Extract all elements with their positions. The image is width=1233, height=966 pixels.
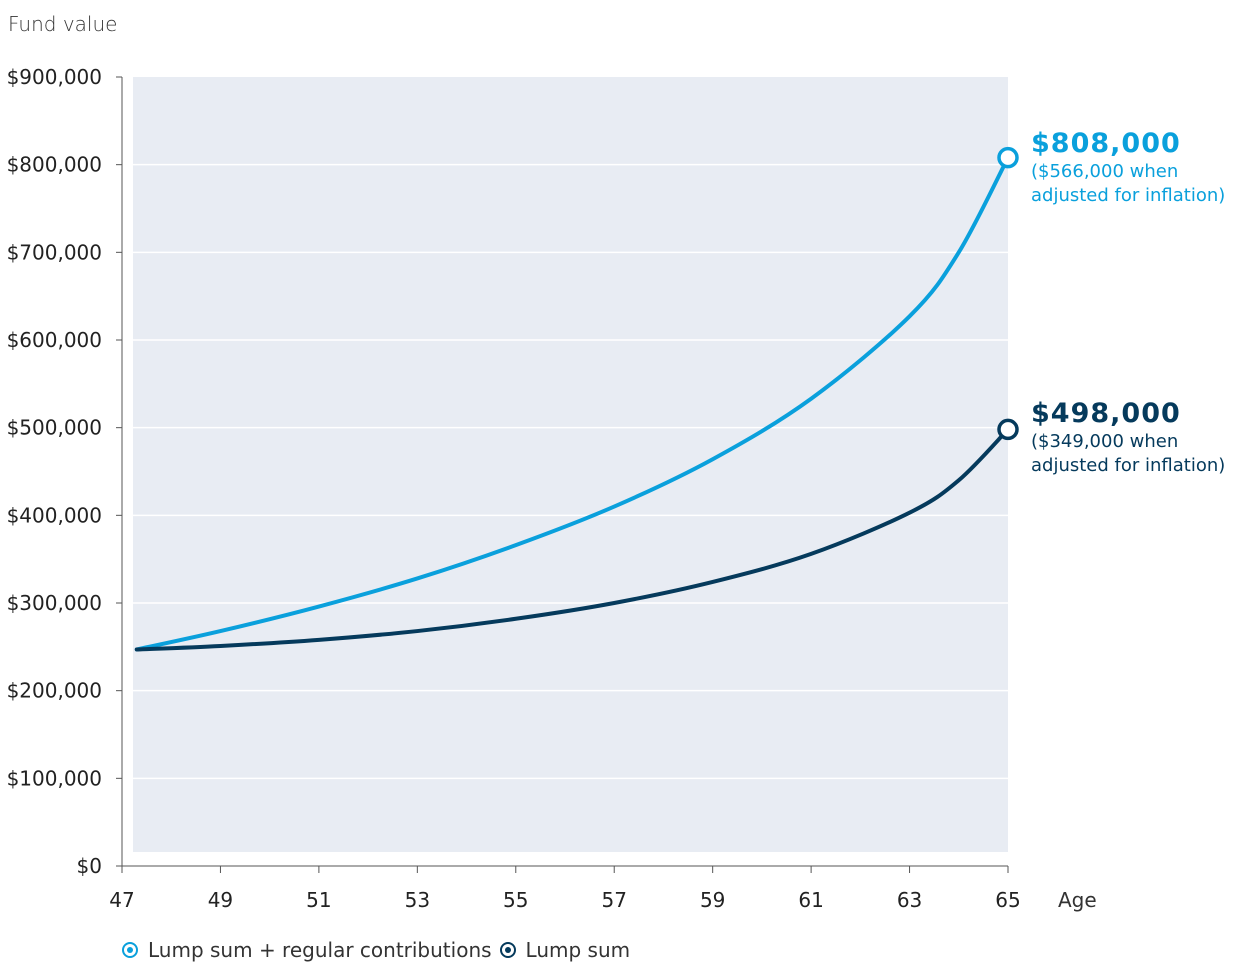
y-tick-label: $200,000 bbox=[7, 679, 102, 703]
y-tick-label: $600,000 bbox=[7, 328, 102, 352]
inflation-note-line2: adjusted for inflation) bbox=[1031, 455, 1226, 476]
y-axis-title: Fund value bbox=[8, 12, 118, 36]
legend-label: Lump sum + regular contributions bbox=[148, 938, 492, 962]
legend-item-lump-sum: Lump sum bbox=[499, 938, 631, 962]
series-end-marker-1 bbox=[997, 418, 1019, 441]
legend: Lump sum + regular contributions Lump su… bbox=[122, 934, 638, 966]
inflation-note-line1: ($566,000 when bbox=[1031, 161, 1179, 182]
x-tick-label: 65 bbox=[995, 888, 1020, 912]
y-tick-label: $400,000 bbox=[7, 503, 102, 527]
x-axis-title: Age bbox=[1058, 888, 1097, 912]
y-tick-label: $900,000 bbox=[7, 65, 102, 89]
y-tick-label: $300,000 bbox=[7, 591, 102, 615]
legend-marker-icon bbox=[499, 942, 516, 958]
series-line-0 bbox=[134, 155, 1010, 652]
x-tick-label: 49 bbox=[208, 888, 233, 912]
y-tick-label: $0 bbox=[77, 854, 102, 878]
x-tick-label: 51 bbox=[306, 888, 331, 912]
y-tick-label: $700,000 bbox=[7, 240, 102, 264]
x-tick-label: 53 bbox=[405, 888, 430, 912]
y-tick-label: $500,000 bbox=[7, 416, 102, 440]
annotation-lump-sum: $498,000 ($349,000 when adjusted for inf… bbox=[1031, 398, 1225, 478]
x-tick-label: 61 bbox=[798, 888, 823, 912]
inflation-note-line1: ($349,000 when bbox=[1031, 431, 1179, 452]
x-tick-label: 63 bbox=[897, 888, 922, 912]
y-tick-label: $800,000 bbox=[7, 153, 102, 177]
legend-item-contributions: Lump sum + regular contributions bbox=[122, 938, 492, 962]
end-value-label: $808,000 bbox=[1031, 128, 1181, 159]
legend-label: Lump sum bbox=[525, 938, 631, 962]
inflation-note-line2: adjusted for inflation) bbox=[1031, 185, 1226, 206]
x-tick-label: 59 bbox=[700, 888, 725, 912]
plot-background bbox=[133, 77, 1008, 852]
series-line-1 bbox=[134, 427, 1010, 652]
legend-marker-icon bbox=[122, 942, 138, 958]
end-value-label: $498,000 bbox=[1031, 398, 1181, 429]
x-tick-label: 55 bbox=[503, 888, 528, 912]
annotation-contributions: $808,000 ($566,000 when adjusted for inf… bbox=[1031, 128, 1225, 208]
series-end-marker-0 bbox=[997, 146, 1019, 169]
x-tick-label: 57 bbox=[601, 888, 626, 912]
x-tick-label: 47 bbox=[109, 888, 134, 912]
y-tick-label: $100,000 bbox=[7, 766, 102, 790]
